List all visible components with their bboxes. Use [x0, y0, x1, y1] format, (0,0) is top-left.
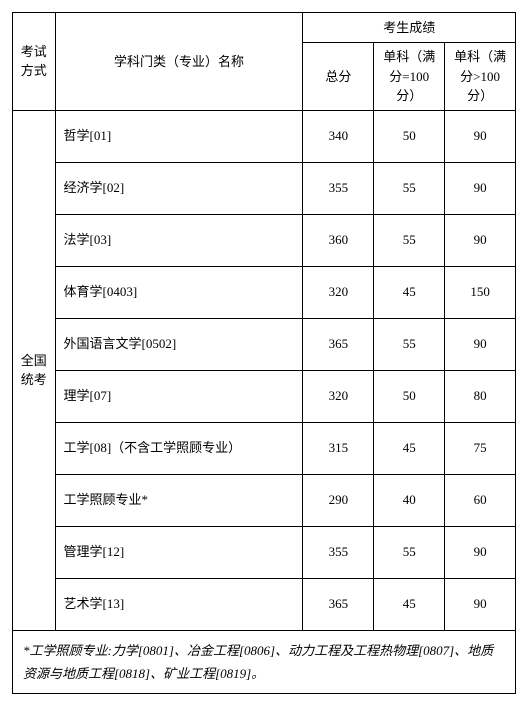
- subject-cell: 哲学[01]: [55, 110, 303, 162]
- header-single-gt100: 单科（满分>100 分）: [445, 43, 516, 111]
- subject-cell: 理学[07]: [55, 370, 303, 422]
- footnote-cell: *工学照顾专业:力学[0801]、冶金工程[0806]、动力工程及工程热物理[0…: [13, 630, 516, 694]
- total-cell: 365: [303, 318, 374, 370]
- s100-cell: 45: [374, 422, 445, 474]
- header-total: 总分: [303, 43, 374, 111]
- s100-cell: 45: [374, 266, 445, 318]
- table-row: 体育学[0403] 320 45 150: [13, 266, 516, 318]
- total-cell: 365: [303, 578, 374, 630]
- exam-type-cell: 全国统考: [13, 110, 56, 630]
- s100-cell: 55: [374, 318, 445, 370]
- sgt100-cell: 90: [445, 162, 516, 214]
- header-single-100: 单科（满分=100 分）: [374, 43, 445, 111]
- total-cell: 315: [303, 422, 374, 474]
- s100-cell: 50: [374, 110, 445, 162]
- table-row: 全国统考 哲学[01] 340 50 90: [13, 110, 516, 162]
- table-row: 艺术学[13] 365 45 90: [13, 578, 516, 630]
- subject-cell: 法学[03]: [55, 214, 303, 266]
- subject-cell: 工学照顾专业*: [55, 474, 303, 526]
- total-cell: 320: [303, 266, 374, 318]
- header-subject: 学科门类（专业）名称: [55, 13, 303, 111]
- s100-cell: 55: [374, 214, 445, 266]
- subject-cell: 体育学[0403]: [55, 266, 303, 318]
- sgt100-cell: 90: [445, 526, 516, 578]
- footnote-row: *工学照顾专业:力学[0801]、冶金工程[0806]、动力工程及工程热物理[0…: [13, 630, 516, 694]
- score-table: 考试方式 学科门类（专业）名称 考生成绩 总分 单科（满分=100 分） 单科（…: [12, 12, 516, 694]
- table-row: 法学[03] 360 55 90: [13, 214, 516, 266]
- subject-cell: 外国语言文学[0502]: [55, 318, 303, 370]
- sgt100-cell: 90: [445, 214, 516, 266]
- subject-cell: 经济学[02]: [55, 162, 303, 214]
- s100-cell: 45: [374, 578, 445, 630]
- sgt100-cell: 75: [445, 422, 516, 474]
- table-body: 全国统考 哲学[01] 340 50 90 经济学[02] 355 55 90 …: [13, 110, 516, 694]
- header-exam-type: 考试方式: [13, 13, 56, 111]
- total-cell: 320: [303, 370, 374, 422]
- s100-cell: 55: [374, 526, 445, 578]
- sgt100-cell: 90: [445, 318, 516, 370]
- table-row: 外国语言文学[0502] 365 55 90: [13, 318, 516, 370]
- table-row: 经济学[02] 355 55 90: [13, 162, 516, 214]
- total-cell: 290: [303, 474, 374, 526]
- subject-cell: 工学[08]（不含工学照顾专业）: [55, 422, 303, 474]
- table-row: 理学[07] 320 50 80: [13, 370, 516, 422]
- sgt100-cell: 90: [445, 110, 516, 162]
- total-cell: 355: [303, 526, 374, 578]
- sgt100-cell: 150: [445, 266, 516, 318]
- table-row: 工学照顾专业* 290 40 60: [13, 474, 516, 526]
- table-row: 工学[08]（不含工学照顾专业） 315 45 75: [13, 422, 516, 474]
- sgt100-cell: 90: [445, 578, 516, 630]
- header-score-group: 考生成绩: [303, 13, 516, 43]
- s100-cell: 50: [374, 370, 445, 422]
- s100-cell: 40: [374, 474, 445, 526]
- total-cell: 340: [303, 110, 374, 162]
- subject-cell: 艺术学[13]: [55, 578, 303, 630]
- table-row: 管理学[12] 355 55 90: [13, 526, 516, 578]
- s100-cell: 55: [374, 162, 445, 214]
- total-cell: 360: [303, 214, 374, 266]
- subject-cell: 管理学[12]: [55, 526, 303, 578]
- total-cell: 355: [303, 162, 374, 214]
- sgt100-cell: 80: [445, 370, 516, 422]
- sgt100-cell: 60: [445, 474, 516, 526]
